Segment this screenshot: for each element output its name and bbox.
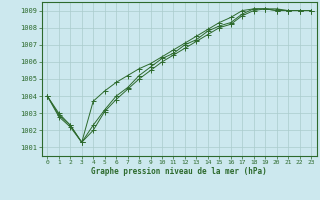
X-axis label: Graphe pression niveau de la mer (hPa): Graphe pression niveau de la mer (hPa) <box>91 167 267 176</box>
